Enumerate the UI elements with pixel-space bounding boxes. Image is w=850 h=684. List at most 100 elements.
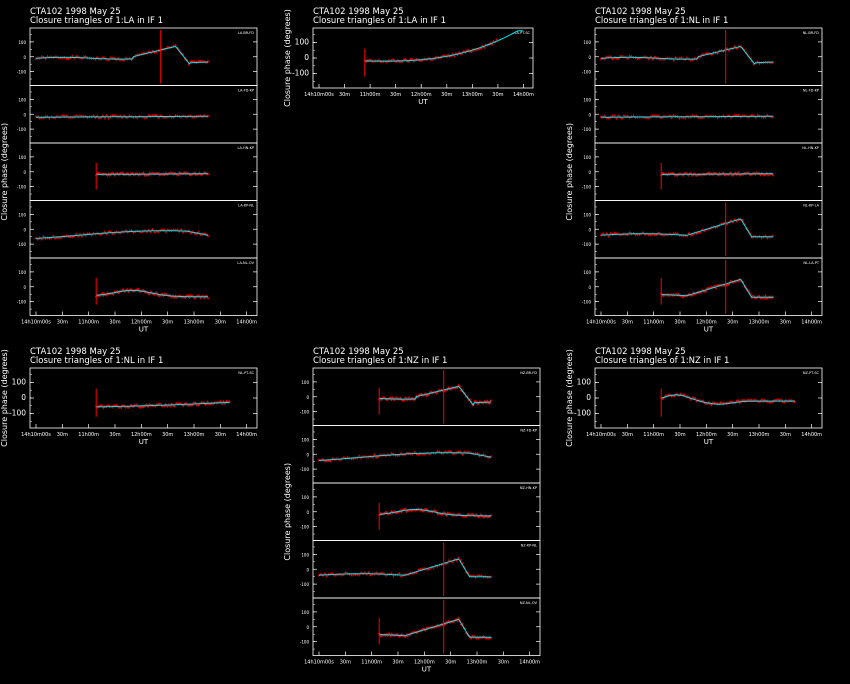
panel-frame bbox=[312, 482, 541, 541]
panel-frame bbox=[312, 597, 541, 656]
x-tick-label: 13h00m bbox=[467, 660, 488, 666]
data-point bbox=[206, 296, 210, 300]
panel-nz-fd-kp: NZ-FD-KP 100 0 -100 bbox=[300, 425, 541, 484]
x-tick-label: 11h00m bbox=[643, 432, 664, 438]
x-tick-label: 12h00m bbox=[131, 432, 152, 438]
y-tick-label: 100 bbox=[18, 97, 26, 102]
panel-frame bbox=[312, 27, 534, 89]
y-tick-label: 0 bbox=[588, 55, 591, 60]
y-tick-label: 0 bbox=[23, 112, 26, 117]
x-tick-label: 30m bbox=[498, 660, 509, 666]
x-tick-label: 30m bbox=[109, 432, 120, 438]
y-axis-label: Closure phase (degrees) bbox=[565, 123, 574, 221]
y-tick-label: 0 bbox=[306, 625, 309, 630]
x-tick-label: 12h00m bbox=[411, 92, 432, 98]
x-tick-label: 13h00m bbox=[749, 320, 770, 326]
y-tick-label: 0 bbox=[586, 393, 591, 402]
x-tick-label: 14h10m00s bbox=[586, 432, 616, 438]
model-curve bbox=[318, 558, 491, 578]
y-tick-label: 0 bbox=[588, 227, 591, 232]
y-tick-label: 100 bbox=[18, 212, 26, 217]
y-tick-label: 100 bbox=[301, 610, 309, 615]
y-tick-label: -100 bbox=[300, 467, 310, 472]
x-tick-label: 30m bbox=[622, 320, 633, 326]
panel-nz-br-fd: NZ-BR-FD 100 0 -100 bbox=[300, 367, 541, 426]
x-tick-label: 30m bbox=[622, 432, 633, 438]
y-tick-label: -100 bbox=[582, 127, 592, 132]
x-tick-label: 30m bbox=[57, 432, 68, 438]
model-curve bbox=[661, 394, 795, 405]
y-tick-label: -100 bbox=[582, 185, 592, 190]
y-tick-label: 0 bbox=[588, 170, 591, 175]
x-tick-label: 30m bbox=[492, 92, 503, 98]
data-point bbox=[743, 114, 746, 118]
model-curve bbox=[36, 45, 208, 65]
panel-nl-kp-la: NL-KP-LA 100 0 -100 bbox=[582, 200, 823, 259]
data-points bbox=[317, 450, 493, 463]
x-tick-label: 30m bbox=[727, 432, 738, 438]
panel-nz-nl-ov: NZ-NL-OV 100 0 -100 bbox=[300, 597, 541, 656]
data-points bbox=[95, 399, 231, 410]
x-tick-label: 30m bbox=[390, 92, 401, 98]
triangle-label: NZ-HN-KP bbox=[520, 486, 537, 490]
x-tick-label: 14h10m00s bbox=[586, 320, 616, 326]
y-tick-label: 100 bbox=[301, 552, 309, 557]
model-curve bbox=[601, 45, 773, 65]
chart-title: CTA102 1998 May 25 bbox=[595, 347, 686, 357]
panel-nl-br-fd: NL-BR-FD 100 0 -100 bbox=[582, 27, 823, 86]
data-points bbox=[95, 287, 210, 300]
data-point bbox=[112, 172, 115, 176]
model-curve bbox=[96, 173, 208, 175]
triangle-label: LA-BR-FD bbox=[238, 31, 254, 35]
panel-frame bbox=[29, 257, 258, 316]
model-curve bbox=[661, 278, 773, 298]
y-tick-label: 100 bbox=[583, 212, 591, 217]
panel-la-br-fd: LA-BR-FD 100 0 -100 bbox=[17, 27, 258, 86]
model-curve bbox=[36, 115, 208, 118]
model-curve bbox=[379, 618, 491, 638]
data-points bbox=[378, 616, 493, 640]
y-tick-label: 0 bbox=[23, 227, 26, 232]
panel-nl-fd-kp: NL-FD-KP 100 0 -100 bbox=[582, 85, 823, 144]
x-tick-label: 12h00m bbox=[414, 660, 435, 666]
y-axis-label: Closure phase (degrees) bbox=[0, 349, 9, 447]
data-points bbox=[599, 217, 775, 240]
y-tick-label: 0 bbox=[23, 285, 26, 290]
x-tick-label: 30m bbox=[340, 660, 351, 666]
chart-subtitle: Closure triangles of 1:LA in IF 1 bbox=[30, 16, 163, 26]
x-axis-label: UT bbox=[139, 326, 149, 334]
y-axis-label: Closure phase (degrees) bbox=[0, 123, 9, 221]
model-curve bbox=[600, 218, 773, 238]
y-tick-label: 0 bbox=[306, 395, 309, 400]
model-curve bbox=[364, 30, 523, 62]
y-tick-label: -100 bbox=[300, 410, 310, 415]
panel-frame bbox=[29, 27, 258, 86]
chart-subtitle: Closure triangles of 1:NZ in IF 1 bbox=[595, 356, 729, 366]
panel-frame bbox=[29, 367, 258, 429]
panel-nl-la-pt: NL-LA-PT 100 0 -100 bbox=[582, 257, 823, 316]
x-tick-label: 14h10m00s bbox=[21, 320, 51, 326]
data-points bbox=[34, 228, 210, 241]
chart-title: CTA102 1998 May 25 bbox=[595, 7, 686, 17]
y-tick-label: 0 bbox=[306, 567, 309, 572]
y-tick-label: -100 bbox=[300, 582, 310, 587]
chart-subtitle: Closure triangles of 1:NZ in IF 1 bbox=[313, 356, 447, 366]
triangle-label: NZ-FD-KP bbox=[520, 429, 537, 433]
x-tick-label: 11h00m bbox=[78, 320, 99, 326]
panel-la-kp-nl: LA-KP-NL 100 0 -100 bbox=[17, 200, 258, 259]
data-points bbox=[660, 277, 775, 300]
panel-la-hn-kp: LA-HN-KP 100 0 -100 bbox=[17, 142, 258, 201]
model-curve bbox=[96, 289, 209, 298]
x-tick-label: 11h00m bbox=[360, 92, 381, 98]
triangle-label: LA-FD-KP bbox=[238, 89, 254, 93]
chart-title: CTA102 1998 May 25 bbox=[313, 7, 404, 17]
x-tick-label: 12h00m bbox=[131, 320, 152, 326]
x-tick-label: 30m bbox=[727, 320, 738, 326]
y-tick-label: 0 bbox=[306, 452, 309, 457]
triangle-label: NL-KP-LA bbox=[803, 204, 819, 208]
x-tick-label: 30m bbox=[215, 432, 226, 438]
